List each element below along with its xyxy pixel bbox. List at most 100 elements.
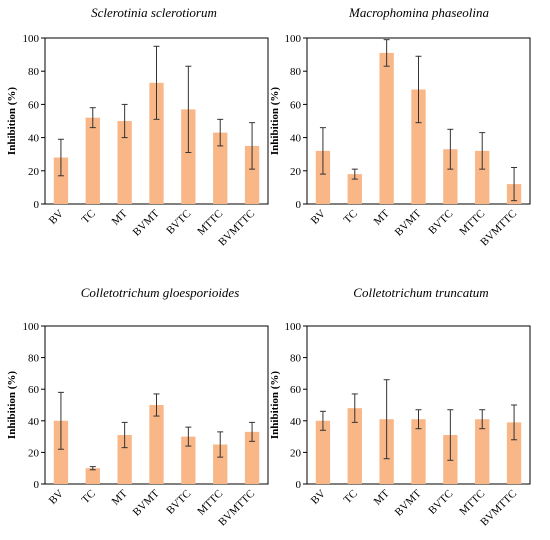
- error-bar: [89, 107, 96, 129]
- y-tick-label: 80: [28, 353, 40, 365]
- bar-tc: [85, 468, 100, 484]
- error-bar: [511, 166, 518, 202]
- y-tick-label: 20: [28, 166, 40, 178]
- error-bar: [121, 421, 128, 449]
- error-bar: [153, 45, 160, 120]
- y-tick-label: 40: [28, 416, 40, 428]
- x-tick-label: MT: [110, 207, 130, 227]
- x-tick-label: BV: [47, 488, 66, 507]
- bar-bvmt: [149, 405, 164, 484]
- error-bar: [447, 128, 454, 170]
- x-tick-label: BVTC: [426, 208, 455, 237]
- bar-tc: [85, 117, 100, 204]
- chart-panel-1: Sclerotinia sclerotiorum Inhibition (%) 0 2…: [6, 5, 269, 249]
- y-tick-label: 40: [290, 416, 302, 428]
- chart-panel-3: Colletotrichum gloesporioides Inhibition …: [6, 285, 269, 529]
- chart-title: Sclerotinia sclerotiorum: [91, 5, 217, 20]
- error-bar: [511, 404, 518, 441]
- error-bar: [121, 103, 128, 139]
- x-tick-label: MTTC: [457, 488, 487, 518]
- chart-panel-2: Macrophomina phaseolina Inhibition (%) 0 20…: [269, 5, 531, 249]
- y-tick-label: 60: [290, 384, 302, 396]
- y-tick-label: 20: [290, 447, 302, 459]
- bar-bv: [315, 150, 331, 204]
- error-bar: [479, 409, 486, 430]
- error-bar: [447, 409, 454, 461]
- x-tick-label: MTTC: [195, 488, 225, 518]
- error-bar: [185, 426, 192, 447]
- bar-tc: [347, 174, 362, 204]
- chart-title: Colletotrichum truncatum: [353, 285, 488, 300]
- error-bar: [153, 393, 160, 417]
- x-tick-label: TC: [341, 488, 359, 506]
- x-tick-label: MT: [372, 487, 392, 507]
- error-bar: [89, 466, 96, 471]
- bar-mt: [117, 435, 132, 484]
- error-bar: [319, 127, 326, 175]
- y-tick-label: 100: [285, 33, 302, 45]
- error-bar: [185, 65, 192, 154]
- x-tick-label: BVMT: [393, 207, 424, 238]
- x-tick-label: BV: [47, 208, 66, 227]
- y-tick-label: 60: [28, 384, 40, 396]
- y-tick-label: 80: [290, 66, 302, 78]
- x-tick-label: BVTC: [164, 488, 193, 517]
- x-tick-label: BVTC: [426, 488, 455, 517]
- y-tick-label: 80: [28, 66, 40, 78]
- chart-title: Colletotrichum gloesporioides: [81, 285, 240, 300]
- x-tick-label: TC: [341, 208, 359, 226]
- error-bar: [351, 393, 358, 423]
- bar-mttc: [475, 150, 490, 204]
- x-tick-label: TC: [79, 488, 97, 506]
- bar-bvmt: [149, 82, 164, 204]
- error-bar: [57, 391, 64, 450]
- bar-bvmttc: [506, 422, 522, 484]
- bar-bvtc: [181, 436, 196, 484]
- x-tick-label: BV: [309, 208, 328, 227]
- x-tick-label: BV: [309, 488, 328, 507]
- y-tick-label: 0: [34, 199, 40, 211]
- chart-panel-4: Colletotrichum truncatum Inhibition (%) 0 2…: [269, 285, 531, 529]
- bar-mt: [117, 121, 132, 204]
- y-tick-label: 20: [28, 447, 40, 459]
- chart-title: Macrophomina phaseolina: [348, 5, 489, 20]
- x-tick-label: BVMT: [131, 207, 162, 238]
- x-tick-label: MT: [110, 487, 130, 507]
- error-bar: [415, 409, 422, 430]
- error-bar: [57, 138, 64, 177]
- y-tick-label: 100: [23, 33, 40, 45]
- error-bar: [383, 379, 390, 460]
- y-tick-label: 0: [296, 199, 302, 211]
- y-axis-label: Inhibition (%): [269, 371, 281, 439]
- bar-tc: [347, 408, 362, 484]
- bar-mttc: [213, 132, 228, 204]
- y-tick-label: 20: [290, 166, 302, 178]
- y-tick-label: 60: [28, 99, 40, 111]
- bar-mt: [379, 52, 394, 204]
- bar-bvtc: [443, 149, 458, 204]
- bar-bvtc: [181, 109, 196, 204]
- error-bar: [217, 431, 224, 458]
- y-tick-label: 40: [28, 133, 40, 145]
- bar-bvmt: [411, 419, 426, 484]
- x-tick-label: MT: [372, 207, 392, 227]
- y-axis-label: Inhibition (%): [269, 87, 281, 155]
- bar-bv: [53, 420, 69, 484]
- error-bar: [479, 132, 486, 170]
- bar-mttc: [213, 444, 228, 484]
- y-tick-label: 100: [23, 321, 40, 333]
- y-axis-label: Inhibition (%): [6, 371, 18, 439]
- error-bar: [319, 410, 326, 431]
- bar-bvmttc: [244, 145, 260, 204]
- error-bar: [351, 168, 358, 180]
- y-tick-label: 0: [34, 479, 40, 491]
- x-tick-label: MTTC: [195, 208, 225, 238]
- x-tick-label: BVMT: [393, 487, 424, 518]
- y-tick-label: 100: [285, 321, 302, 333]
- error-bar: [383, 39, 390, 67]
- error-bar: [415, 55, 422, 124]
- bar-bvmttc: [244, 431, 260, 484]
- y-tick-label: 40: [290, 133, 302, 145]
- x-tick-label: BVMT: [131, 487, 162, 518]
